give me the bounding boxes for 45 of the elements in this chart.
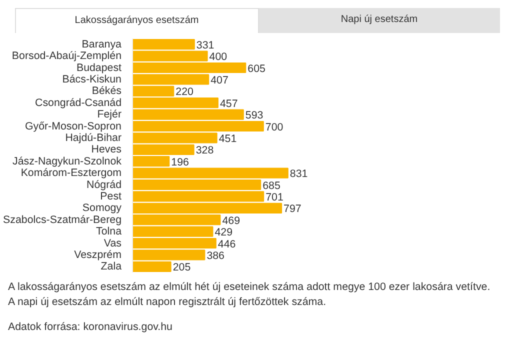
- y-tick-label: Somogy: [82, 202, 122, 214]
- y-tick-label: Heves: [91, 144, 122, 156]
- y-tick-label: Pest: [100, 190, 122, 202]
- text: A lakosságarányos esetszám az elmúlt hét új eseteinek száma adott megye 100 ezer lakosára vetítve.: [8, 280, 490, 295]
- text: Adatok forrása: koronavirus.gov.hu: [8, 320, 174, 336]
- data-label: 701: [266, 191, 284, 204]
- data-label: 331: [196, 39, 214, 52]
- y-tick-label: Fejér: [97, 108, 122, 121]
- data-label: 429: [214, 226, 233, 239]
- data-label: 469: [222, 214, 240, 227]
- data-label: 220: [176, 86, 194, 98]
- data-label: 797: [284, 203, 302, 216]
- y-tick-label: Hajdú-Bihar: [65, 132, 122, 144]
- data-label: 196: [171, 156, 190, 168]
- data-label: 400: [209, 51, 228, 64]
- chart-title: Lakosságarányos esetszám: [15, 8, 258, 34]
- data-label: 593: [245, 110, 264, 122]
- data-label: 457: [220, 98, 238, 110]
- text: A napi új esetszám az elmúlt napon regisztrált új fertőzöttek száma.: [8, 295, 328, 310]
- y-tick-label: Komárom-Esztergom: [20, 167, 122, 180]
- y-tick-label: Zala: [100, 260, 122, 273]
- y-tick-label: Szabolcs-Szatmár-Bereg: [3, 214, 122, 226]
- y-tick-label: Veszprém: [74, 248, 122, 261]
- y-tick-label: Nógrád: [86, 178, 122, 191]
- y-tick-label: Békés: [92, 85, 122, 98]
- y-tick-label: Borsod-Abaúj-Zemplén: [12, 50, 122, 62]
- data-label: 407: [210, 74, 228, 86]
- data-label: 386: [206, 250, 225, 262]
- data-label: 831: [290, 168, 308, 180]
- text: Napi új esetszám: [258, 8, 500, 34]
- data-label: 451: [218, 132, 237, 145]
- data-label: 605: [248, 62, 266, 75]
- y-tick-label: Jász-Nagykun-Szolnok: [12, 155, 122, 168]
- y-tick-label: Baranya: [82, 38, 122, 50]
- y-tick-label: Csongrád-Csanád: [35, 96, 122, 109]
- data-label: 446: [218, 238, 236, 250]
- y-tick-label: Tolna: [96, 226, 122, 238]
- y-tick-label: Bács-Kiskun: [62, 73, 122, 86]
- y-tick-label: Vas: [104, 237, 122, 250]
- data-label: 700: [265, 121, 284, 134]
- data-label: 328: [196, 144, 214, 157]
- y-tick-label: Budapest: [76, 62, 122, 74]
- data-label: 205: [172, 262, 191, 274]
- y-tick-label: Győr-Moson-Sopron: [24, 120, 122, 132]
- data-label: 685: [262, 180, 280, 192]
